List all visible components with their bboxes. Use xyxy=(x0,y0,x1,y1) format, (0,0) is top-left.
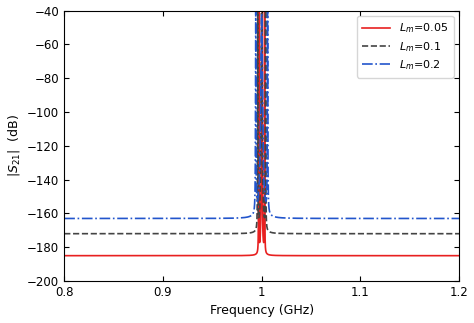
Legend: $\mathit{L}_m$=0.05, $\mathit{L}_m$=0.1, $\mathit{L}_m$=0.2: $\mathit{L}_m$=0.05, $\mathit{L}_m$=0.1,… xyxy=(356,16,454,78)
X-axis label: Frequency (GHz): Frequency (GHz) xyxy=(210,305,314,318)
Y-axis label: $|S_{21}|$  (dB): $|S_{21}|$ (dB) xyxy=(6,114,21,177)
